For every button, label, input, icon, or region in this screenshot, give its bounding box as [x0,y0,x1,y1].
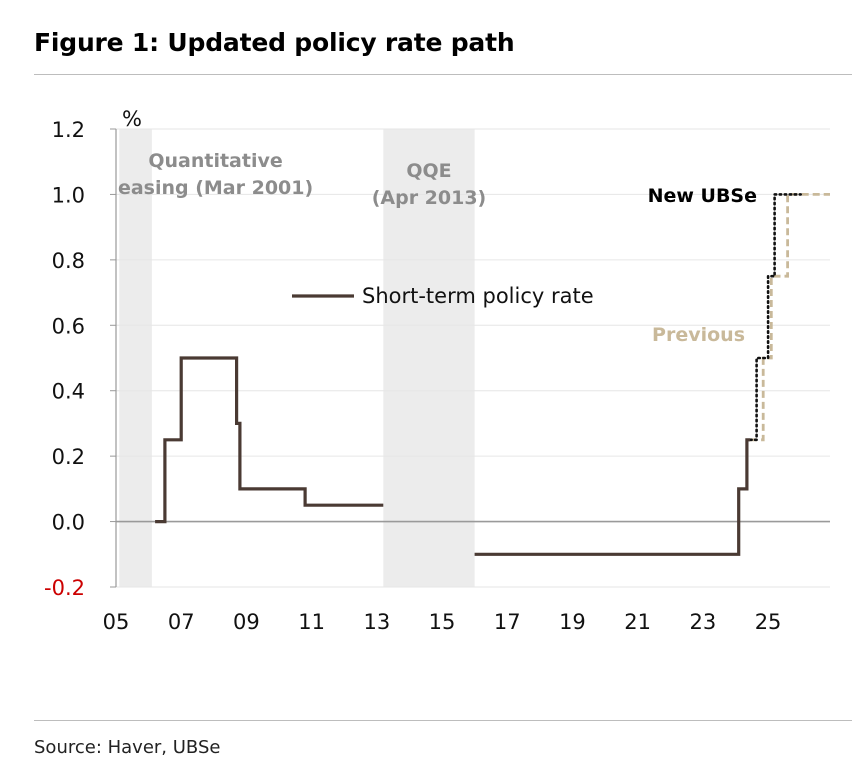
x-tick-label: 05 [103,610,130,634]
x-tick-label: 25 [755,610,782,634]
chart-title: Figure 1: Updated policy rate path [34,28,515,57]
legend-label: Short-term policy rate [362,284,594,308]
y-tick-label: 0.2 [52,445,85,469]
shaded-period-label-1-line-2: easing (Mar 2001) [118,177,313,199]
x-tick-label: 15 [429,610,456,634]
shaded-period-labels: Quantitative easing (Mar 2001) QQE (Apr 201… [118,150,486,209]
annotation-previous: Previous [652,324,745,346]
annotations: New UBSe Previous [648,185,757,346]
series-line-previous [750,192,830,442]
tick-labels: 1.2 1.0 0.8 0.6 0.4 0.2 0.0 -0.2% 05 07 09 11 13 15 17… [44,107,781,634]
y-tick-label: 1.2 [52,118,85,142]
y-tick-label: -0.2 [44,576,85,600]
policy-rate-chart: 1.2 1.0 0.8 0.6 0.4 0.2 0.0 -0.2% 05 07 09 11 13 15 17… [44,107,830,634]
x-tick-label: 07 [168,610,195,634]
y-tick-label: 0.0 [52,511,85,535]
annotation-new-ubse: New UBSe [648,185,757,207]
x-tick-label: 09 [233,610,260,634]
shaded-period-label-2-line-2: (Apr 2013) [372,187,487,209]
legend: Short-term policy rate [292,284,594,308]
shaded-period-2 [383,129,475,587]
shaded-period-1 [119,129,152,587]
title-divider [34,74,852,75]
shaded-period-label-2-line-1: QQE [406,160,451,182]
y-tick-label: 0.6 [52,314,85,338]
series-line-new-ubse [748,193,803,442]
series-lines [155,192,830,556]
x-tick-label: 21 [624,610,651,634]
y-tick-label: 0.4 [52,380,85,404]
source-note: Source: Haver, UBSe [34,737,221,758]
x-tick-label: 11 [298,610,325,634]
series-line-short-term-policy-rate-negative-rate-period [474,438,751,556]
y-tick-label: 1.0 [52,183,85,207]
series-line-short-term-policy-rate [155,356,384,524]
footer-divider [34,720,852,721]
y-unit-label: % [122,107,142,131]
y-tick-label: 0.8 [52,249,85,273]
axes [110,128,830,588]
x-tick-label: 19 [559,610,586,634]
x-tick-label: 13 [363,610,390,634]
shaded-periods [119,129,475,587]
x-tick-label: 17 [494,610,521,634]
shaded-period-label-1-line-1: Quantitative [148,150,282,172]
x-tick-label: 23 [689,610,716,634]
